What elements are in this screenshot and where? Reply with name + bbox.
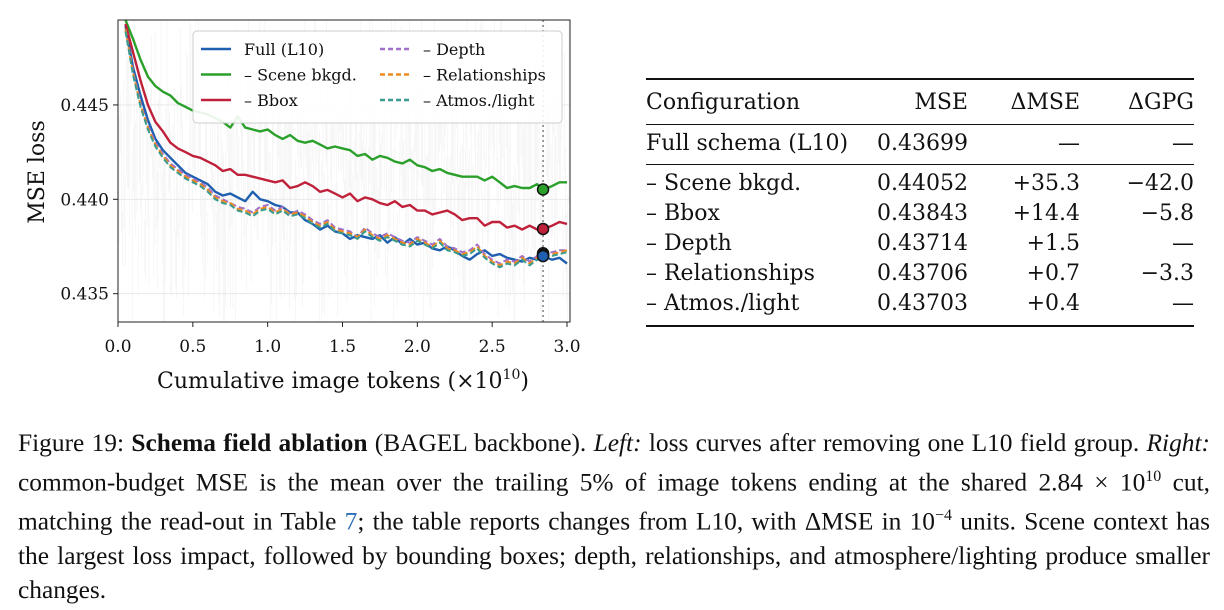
table-cell: – Bbox bbox=[646, 201, 720, 226]
x-axis-label-end: ) bbox=[520, 369, 529, 394]
caption-text: units. Scene context has the largest los… bbox=[18, 507, 1210, 604]
table-cell: 0.43714 bbox=[877, 231, 968, 256]
series-line bbox=[124, 25, 568, 265]
x-tick-label: 0.0 bbox=[104, 337, 131, 357]
caption-sup: 10 bbox=[1145, 468, 1162, 485]
table-cell: – Atmos./light bbox=[646, 291, 800, 316]
table-cell: – Depth bbox=[646, 231, 732, 256]
table-cell: +14.4 bbox=[1012, 201, 1080, 226]
table-cell: – Scene bkgd. bbox=[646, 171, 802, 196]
x-axis-label-sup: 10 bbox=[503, 367, 521, 383]
cutoff-markers bbox=[536, 183, 550, 263]
x-tick-label: 3.0 bbox=[553, 337, 580, 357]
cutoff-marker bbox=[536, 183, 550, 196]
caption-text: ; the table reports changes from L10, wi… bbox=[357, 507, 936, 536]
y-tick-label: 0.445 bbox=[60, 96, 109, 116]
table-cell: 0.43843 bbox=[877, 201, 968, 226]
table-row: – Depth 0.43714 +1.5 — bbox=[646, 229, 1194, 259]
table-row: – Bbox 0.43843 +14.4 −5.8 bbox=[646, 199, 1194, 229]
caption-left: Left: bbox=[593, 429, 642, 457]
legend-label: – Depth bbox=[423, 40, 485, 59]
table-cell: — bbox=[1172, 291, 1194, 316]
table-header-row: Configuration MSE ΔMSE ΔGPG bbox=[646, 88, 1194, 118]
table-baseline-row: Full schema (L10) 0.43699 — — bbox=[646, 129, 1194, 159]
figure-caption: Figure 19: Schema field ablation (BAGEL … bbox=[18, 426, 1210, 607]
plot-frame bbox=[117, 19, 571, 323]
legend-label: – Relationships bbox=[423, 66, 546, 85]
caption-text: loss curves after removing one L10 field… bbox=[641, 429, 1147, 457]
table-cell: +0.4 bbox=[1026, 291, 1080, 316]
x-tick-label: 1.0 bbox=[254, 337, 281, 357]
caption-text: cut, matching the read-out in Table bbox=[18, 468, 1210, 536]
table-cell: Full schema (L10) bbox=[646, 131, 849, 156]
header-delta-mse: ΔMSE bbox=[1010, 90, 1080, 115]
caption-label: Figure 19: bbox=[18, 429, 125, 457]
cutoff-marker bbox=[536, 249, 550, 263]
header-configuration: Configuration bbox=[646, 90, 801, 115]
x-tick-label: 2.0 bbox=[404, 337, 431, 357]
table-mid-rule bbox=[646, 164, 1194, 165]
table-cell: 0.43706 bbox=[877, 261, 968, 286]
table-row: – Atmos./light 0.43703 +0.4 — bbox=[646, 289, 1194, 319]
cutoff-marker bbox=[536, 222, 550, 236]
x-tick-label: 1.5 bbox=[329, 337, 356, 357]
legend-label: – Bbox bbox=[244, 91, 298, 110]
series-line bbox=[124, 29, 568, 267]
legend-box bbox=[192, 30, 563, 124]
table-top-rule bbox=[646, 78, 1194, 80]
ablation-table: Configuration MSE ΔMSE ΔGPG Full schema … bbox=[646, 78, 1194, 327]
table-cell: – Relationships bbox=[646, 261, 815, 286]
x-axis-label-text: Cumulative image tokens (×10 bbox=[157, 369, 503, 394]
caption-text: common-budget MSE is the mean over the t… bbox=[18, 468, 1146, 497]
loss-curve-chart: 0.0 0.5 1.0 1.5 2.0 2.5 3.0 0.435 0.440 0.445 Cu… bbox=[25, 19, 581, 394]
caption-right: Right: bbox=[1146, 429, 1210, 457]
table-cell: −5.8 bbox=[1140, 201, 1194, 226]
table-cell: −3.3 bbox=[1140, 261, 1194, 286]
series-line bbox=[124, 23, 568, 231]
table-cell: 0.43703 bbox=[877, 291, 968, 316]
y-axis-ticks: 0.435 0.440 0.445 bbox=[60, 96, 118, 305]
table-cell: — bbox=[1172, 231, 1194, 256]
table-cell: 0.44052 bbox=[877, 171, 968, 196]
table-cell: 0.43699 bbox=[877, 131, 968, 156]
caption-sup: −4 bbox=[935, 507, 953, 525]
legend: Full (L10) – Scene bkgd. – Bbox – Depth – Re… bbox=[192, 30, 563, 124]
legend-label: – Atmos./light bbox=[423, 91, 535, 110]
table-cell: −42.0 bbox=[1126, 171, 1194, 196]
table-cell: — bbox=[1172, 131, 1194, 156]
table-ref-link[interactable]: 7 bbox=[344, 507, 358, 536]
x-axis-ticks: 0.0 0.5 1.0 1.5 2.0 2.5 3.0 bbox=[104, 322, 581, 357]
legend-label: Full (L10) bbox=[244, 40, 324, 59]
x-axis-label: Cumulative image tokens (×1010) bbox=[157, 367, 529, 394]
x-tick-label: 2.5 bbox=[479, 337, 506, 357]
table-header-rule bbox=[646, 124, 1194, 125]
table-cell: +0.7 bbox=[1026, 261, 1080, 286]
table-row: – Relationships 0.43706 +0.7 −3.3 bbox=[646, 259, 1194, 289]
table-cell: +1.5 bbox=[1026, 231, 1080, 256]
header-mse: MSE bbox=[914, 90, 968, 115]
caption-title: Schema field ablation bbox=[131, 429, 368, 457]
legend-label: – Scene bkgd. bbox=[244, 66, 357, 85]
x-tick-label: 0.5 bbox=[179, 337, 206, 357]
series-line bbox=[124, 31, 568, 269]
y-tick-label: 0.435 bbox=[60, 285, 109, 305]
table-row: – Scene bkgd. 0.44052 +35.3 −42.0 bbox=[646, 169, 1194, 199]
header-delta-gpg: ΔGPG bbox=[1128, 90, 1194, 115]
table-cell: +35.3 bbox=[1012, 171, 1080, 196]
table-cell: — bbox=[1058, 131, 1080, 156]
caption-text: (BAGEL backbone). bbox=[367, 429, 594, 457]
y-axis-label: MSE loss bbox=[25, 120, 50, 224]
table-bottom-rule bbox=[646, 325, 1194, 327]
y-tick-label: 0.440 bbox=[60, 190, 109, 210]
